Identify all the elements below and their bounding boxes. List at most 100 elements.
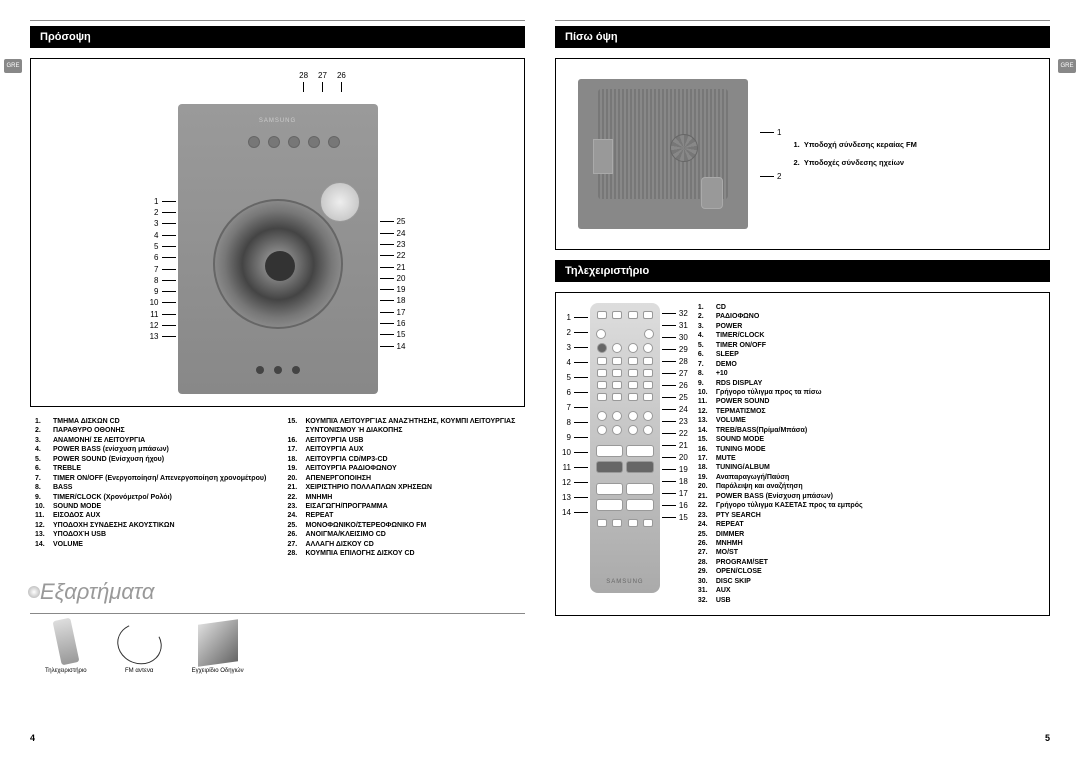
- legend-item: 30.DISC SKIP: [698, 577, 863, 586]
- callout: 16: [662, 501, 688, 510]
- callout: 10: [150, 298, 176, 307]
- callout: 14: [562, 508, 588, 517]
- callout: 28: [662, 357, 688, 366]
- callout: 3: [566, 343, 587, 352]
- page-right: GRE Πίσω όψη 1 2 1. Υποδοχή σύνδεσης κερ…: [555, 20, 1050, 743]
- legend-item: 22.Γρήγορο τύλιγμα ΚΑΣΕΤΑΣ προς τα εμπρό…: [698, 501, 863, 510]
- legend-item: 24.REPEAT: [288, 511, 521, 520]
- legend-item: 10.Γρήγορο τύλιγμα προς τα πίσω: [698, 388, 863, 397]
- legend-item: 31.AUX: [698, 586, 863, 595]
- page-number: 4: [30, 733, 35, 743]
- callout: 18: [662, 477, 688, 486]
- legend-item: 2.ΡΑΔΙΟΦΩΝΟ: [698, 312, 863, 321]
- legend-item: 20.Παράλειψη και αναζήτηση: [698, 482, 863, 491]
- callout: 4: [566, 358, 587, 367]
- callout: 23: [380, 240, 406, 249]
- remote-brand: SAMSUNG: [606, 579, 643, 585]
- legend-item: 25.DIMMER: [698, 530, 863, 539]
- callout: 22: [662, 429, 688, 438]
- device-brand: SAMSUNG: [259, 118, 296, 124]
- legend-item: 15.ΚΟΥΜΠΙΆ ΛΕΙΤΟΥΡΓΊΑΣ ΑΝΑΖΉΤΗΣΗΣ, ΚΟΥΜΠ…: [288, 417, 521, 436]
- front-header: Πρόσοψη: [30, 26, 525, 48]
- remote-legend: 1.CD2.ΡΑΔΙΟΦΩΝΟ3.POWER4.TIMER/CLOCK5.TIM…: [698, 303, 863, 605]
- callout: 23: [662, 417, 688, 426]
- language-tab: GRE: [4, 59, 22, 73]
- legend-item: 23.PTY SEARCH: [698, 511, 863, 520]
- legend-item: 3.POWER: [698, 322, 863, 331]
- legend-item: 18.ΛΕΙΤΟΥΡΓΙΑ CD/MP3-CD: [288, 455, 521, 464]
- page-number: 5: [1045, 733, 1050, 743]
- callout: 25: [662, 393, 688, 402]
- callout: 16: [380, 319, 406, 328]
- legend-item: 11.ΕΙΣΟΔΟΣ AUX: [35, 511, 268, 520]
- rear-legend: 1. Υποδοχή σύνδεσης κεραίας FM 2. Υποδοχ…: [793, 139, 916, 169]
- legend-item: 14.VOLUME: [35, 540, 268, 549]
- legend-item: 1.CD: [698, 303, 863, 312]
- callout: 17: [662, 489, 688, 498]
- legend-item: 9.RDS DISPLAY: [698, 379, 863, 388]
- callout: 7: [154, 265, 175, 274]
- accessories-title: Εξαρτήματα: [40, 579, 525, 605]
- legend-item: 19.ΛΕΙΤΟΥΡΓΙΑ ΡΑΔΙΟΦΩΝΟΥ: [288, 464, 521, 473]
- legend-item: 19.Αναπαραγωγή/Παύση: [698, 473, 863, 482]
- legend-item: 11.POWER SOUND: [698, 397, 863, 406]
- accessory-antenna: FM αντενα: [117, 624, 162, 674]
- callout: 10: [562, 448, 588, 457]
- legend-item: 5.TIMER ON/OFF: [698, 341, 863, 350]
- callout: 28: [299, 71, 308, 92]
- legend-item: 10.SOUND MODE: [35, 502, 268, 511]
- callout: 6: [154, 253, 175, 262]
- callout: 14: [380, 342, 406, 351]
- language-tab: GRE: [1058, 59, 1076, 73]
- legend-item: 16.TUNING MODE: [698, 445, 863, 454]
- front-top-callouts: 28 27 26: [299, 71, 346, 92]
- callout: 13: [562, 493, 588, 502]
- callout: 22: [380, 251, 406, 260]
- callout: 17: [380, 308, 406, 317]
- legend-item: 27.MO/ST: [698, 548, 863, 557]
- legend-item: 13.VOLUME: [698, 416, 863, 425]
- callout: 20: [662, 453, 688, 462]
- legend-item: 17.MUTE: [698, 454, 863, 463]
- legend-item: 2.ΠΑΡΑΘΥΡΟ ΟΘΟΝΗΣ: [35, 426, 268, 435]
- legend-item: 29.OPEN/CLOSE: [698, 567, 863, 576]
- callout: 30: [662, 333, 688, 342]
- callout: 19: [380, 285, 406, 294]
- callout: 15: [662, 513, 688, 522]
- remote-diagram: 1234567891011121314 SAMSUNG 323130292827…: [555, 292, 1050, 616]
- remote-left-callouts: 1234567891011121314: [562, 313, 588, 605]
- accessory-label: Εγχειρίδιο Οδηγιών: [192, 668, 244, 674]
- legend-item: 32.USB: [698, 596, 863, 605]
- legend-item: 15.SOUND MODE: [698, 435, 863, 444]
- callout: 1: [154, 197, 175, 206]
- legend-item: 3.ΑΝΑΜΟΝΗ/ ΣΕ ΛΕΙΤΟΥΡΓΙΑ: [35, 436, 268, 445]
- legend-item: 1.ΤΜΗΜΑ ΔΙΣΚΩΝ CD: [35, 417, 268, 426]
- legend-item: 28.PROGRAM/SET: [698, 558, 863, 567]
- callout: 1: [566, 313, 587, 322]
- callout: 12: [150, 321, 176, 330]
- legend-item: 23.ΕΙΣΑΓΩΓΗ/ΠΡΟΓΡΑΜΜΑ: [288, 502, 521, 511]
- legend-item: 18.TUNING/ALBUM: [698, 463, 863, 472]
- callout: 5: [154, 242, 175, 251]
- callout: 8: [566, 418, 587, 427]
- legend-item: 13.ΥΠΟΔΟΧΉ USB: [35, 530, 268, 539]
- legend-item: 27.ΑΛΛΑΓΗ ΔΙΣΚΟΥ CD: [288, 540, 521, 549]
- legend-item: 17.ΛΕΙΤΟΥΡΓΙΑ AUX: [288, 445, 521, 454]
- legend-item: 28.ΚΟΥΜΠΙΑ ΕΠΙΛΟΓΗΣ ΔΙΣΚΟΥ CD: [288, 549, 521, 558]
- legend-item: 6.TREBLE: [35, 464, 268, 473]
- accessory-label: FM αντενα: [125, 668, 153, 674]
- callout: 9: [154, 287, 175, 296]
- legend-item: 25.ΜΟΝOΦΩΝΙΚΟ/ΣΤΕΡΕΟΦΩΝΙΚΟ FM: [288, 521, 521, 530]
- callout: 8: [154, 276, 175, 285]
- callout: 7: [566, 403, 587, 412]
- legend-item: 12.ΤΕΡΜΑΤΙΣΜΟΣ: [698, 407, 863, 416]
- callout: 24: [662, 405, 688, 414]
- callout: 27: [318, 71, 327, 92]
- legend-item: 8.+10: [698, 369, 863, 378]
- accessory-remote: Τηλεχειριστήριο: [45, 619, 87, 674]
- legend-item: 6.SLEEP: [698, 350, 863, 359]
- front-device-illustration: SAMSUNG: [178, 104, 378, 394]
- legend-item: 26.ΜΝΗΜΗ: [698, 539, 863, 548]
- legend-item: 22.ΜΝΗΜΗ: [288, 493, 521, 502]
- front-diagram: 28 27 26 1 2 3 4 5 6 7 8 9 10 11 12 13 S…: [30, 58, 525, 407]
